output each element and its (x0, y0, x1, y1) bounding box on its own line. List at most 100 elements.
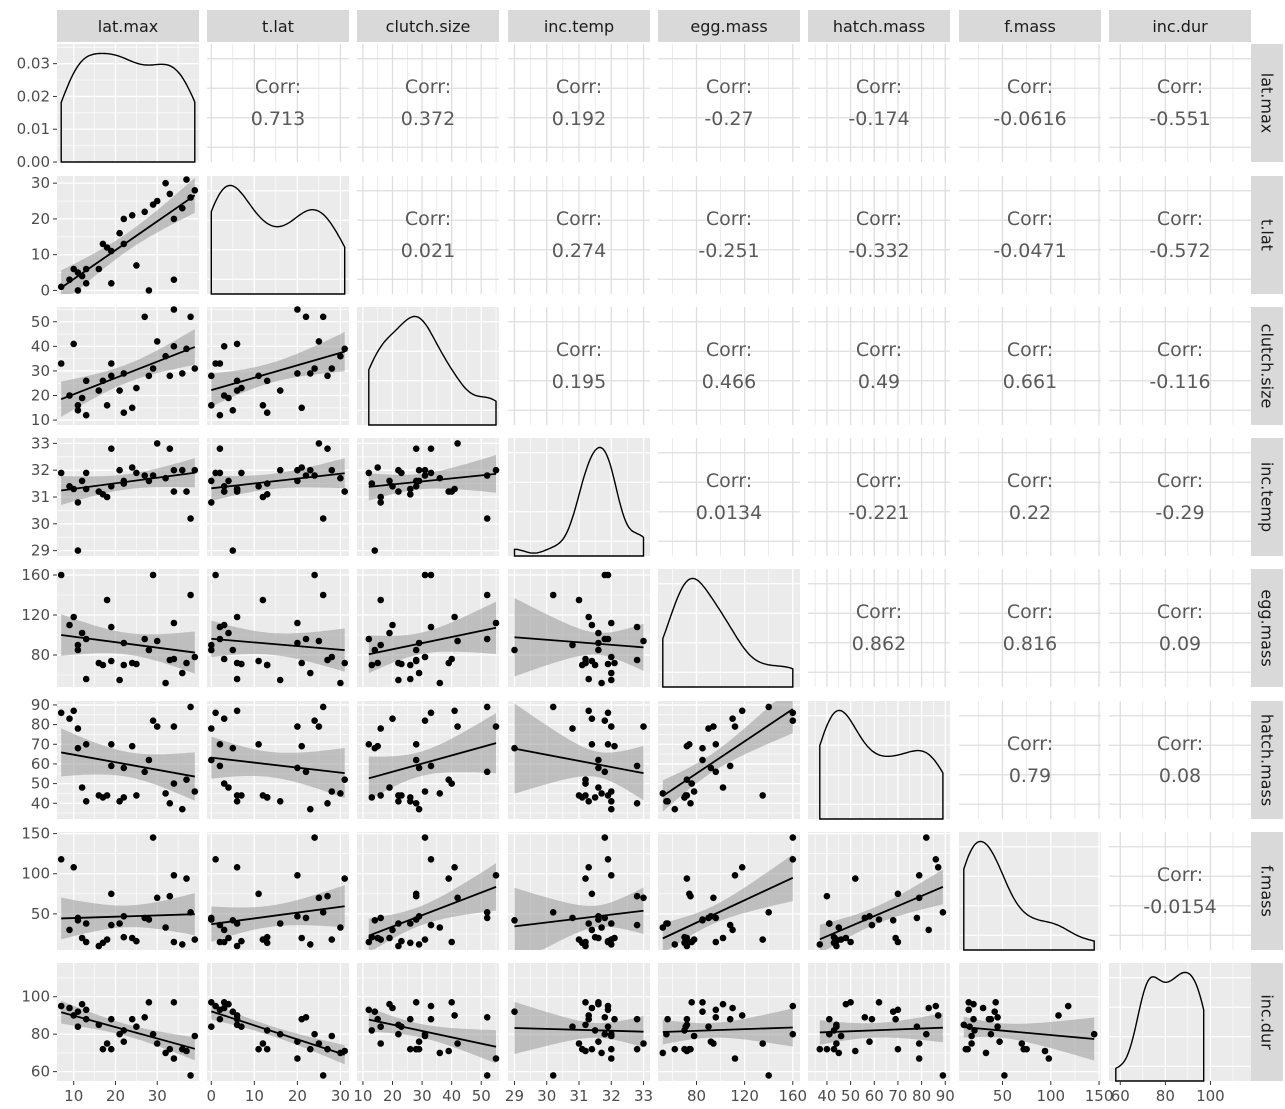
data-point (260, 494, 267, 501)
panel-background (959, 44, 1101, 162)
x-tick-label-inc-dur: 100 (1196, 1087, 1225, 1105)
data-point (422, 834, 429, 841)
panel-background (808, 176, 950, 294)
data-point (208, 916, 215, 923)
data-point (413, 800, 420, 807)
corr-value: -0.572 (1149, 240, 1210, 262)
data-point (341, 875, 348, 882)
data-point (96, 387, 103, 394)
panel-background (658, 438, 800, 556)
data-point (727, 922, 734, 929)
data-point (116, 230, 123, 237)
data-point (407, 491, 414, 498)
x-tick-label-t-lat: 0 (207, 1087, 217, 1105)
data-point (294, 370, 301, 377)
panel-hatch-mass-vs-hatch-mass (808, 701, 950, 819)
corr-label: Corr: (1007, 339, 1053, 361)
x-tick-label-clutch-size: 20 (383, 1087, 402, 1105)
panel-background (357, 176, 499, 294)
data-point (150, 365, 157, 372)
panel-egg-mass-vs-egg-mass (658, 569, 800, 687)
data-point (611, 1016, 618, 1023)
data-point (729, 715, 736, 722)
data-point (75, 1008, 82, 1015)
x-tick-label-t-lat: 30 (331, 1087, 350, 1105)
y-tick-label-t-lat: 30 (31, 174, 50, 192)
data-point (988, 1031, 995, 1038)
data-point (154, 723, 161, 730)
data-point (277, 387, 284, 394)
data-point (634, 763, 641, 770)
data-point (277, 798, 284, 805)
data-point (634, 657, 641, 664)
data-point (416, 941, 423, 948)
data-point (377, 1040, 384, 1047)
data-point (1001, 1072, 1008, 1079)
data-point (451, 864, 458, 871)
data-point (298, 660, 305, 667)
corr-label: Corr: (405, 76, 451, 98)
panel-background (808, 307, 950, 425)
data-point (121, 934, 128, 941)
panel-clutch-size-vs-inc-dur: Corr:-0.116 (1109, 307, 1251, 425)
data-point (595, 1038, 602, 1045)
data-point (386, 935, 393, 942)
data-point (217, 741, 224, 748)
data-point (605, 710, 612, 717)
data-point (826, 920, 833, 927)
panel-background (959, 832, 1101, 950)
y-tick-label-inc-temp: 30 (31, 515, 50, 533)
data-point (422, 788, 429, 795)
data-point (699, 999, 706, 1006)
data-point (602, 769, 609, 776)
data-point (154, 338, 161, 345)
data-point (329, 1033, 336, 1040)
data-point (705, 1023, 712, 1030)
data-point (759, 792, 766, 799)
data-point (732, 872, 739, 879)
data-point (183, 176, 190, 183)
data-point (710, 895, 717, 902)
data-point (817, 1046, 824, 1053)
data-point (324, 373, 331, 380)
data-point (311, 1031, 318, 1038)
data-point (451, 614, 458, 621)
corr-label: Corr: (856, 339, 902, 361)
data-point (298, 743, 305, 750)
data-point (582, 875, 589, 882)
data-point (171, 723, 178, 730)
data-point (940, 1072, 947, 1079)
column-strip-label-t-lat: t.lat (262, 17, 294, 36)
panel-lat-max-vs-inc-temp: Corr:0.192 (508, 44, 650, 162)
data-point (366, 1007, 373, 1014)
panel-background (959, 307, 1101, 425)
panel-background (808, 569, 950, 687)
data-point (238, 938, 245, 945)
data-point (598, 680, 605, 687)
data-point (374, 935, 381, 942)
data-point (595, 999, 602, 1006)
data-point (366, 636, 373, 643)
data-point (212, 572, 219, 579)
data-point (691, 936, 698, 943)
data-point (634, 922, 641, 929)
panel-inc-dur-vs-inc-temp (508, 963, 650, 1081)
data-point (146, 373, 153, 380)
panel-t-lat-vs-inc-dur: Corr: -0.572 (1109, 176, 1251, 294)
corr-value: 0.79 (1009, 765, 1051, 787)
panel-t-lat-vs-egg-mass: Corr:-0.251 (658, 176, 800, 294)
data-point (732, 723, 739, 730)
data-point (684, 1016, 691, 1023)
x-tick-label-f-mass: 50 (993, 1087, 1012, 1105)
data-point (493, 723, 500, 730)
data-point (892, 935, 899, 942)
data-point (1020, 1046, 1027, 1053)
x-tick-label-clutch-size: 50 (472, 1087, 491, 1105)
data-point (192, 788, 199, 795)
panel-f-mass-vs-inc-dur: Corr:-0.0154 (1109, 832, 1251, 950)
data-point (847, 939, 854, 946)
data-point (320, 592, 327, 599)
data-point (221, 999, 228, 1006)
data-point (448, 999, 455, 1006)
data-point (428, 470, 435, 477)
